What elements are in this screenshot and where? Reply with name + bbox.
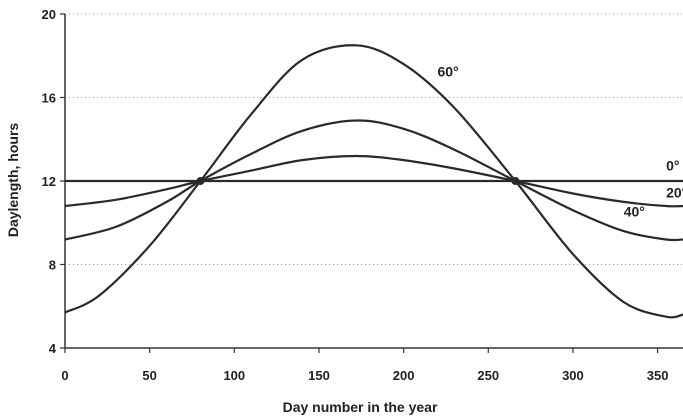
series-label-1: 0° <box>666 158 679 174</box>
series-label-0: 60° <box>437 64 458 80</box>
x-tick-label-150: 150 <box>308 368 330 383</box>
series-line-3 <box>64 44 683 319</box>
intersection-point-1 <box>511 177 520 185</box>
x-tick-label-0: 0 <box>61 368 68 383</box>
intersection-point-0 <box>196 177 205 185</box>
y-axis-title: Daylength, hours <box>5 123 21 238</box>
series-line-2 <box>64 119 683 242</box>
series-label-2: 20° <box>666 185 683 201</box>
labels-layer: 60° 0° 20° 40° <box>437 64 683 220</box>
series-line-1 <box>64 154 683 208</box>
grid-layer <box>65 13 683 265</box>
y-tick-label-16: 16 <box>42 91 56 106</box>
x-axis-title: Day number in the year <box>283 399 438 415</box>
x-tick-label-100: 100 <box>223 368 245 383</box>
x-tick-label-300: 300 <box>562 368 584 383</box>
series-layer <box>64 44 683 319</box>
x-tick-label-350: 350 <box>647 368 669 383</box>
y-tick-label-4: 4 <box>49 341 57 356</box>
y-tick-label-12: 12 <box>42 174 56 189</box>
x-tick-label-200: 200 <box>393 368 415 383</box>
intersection-markers <box>196 177 520 185</box>
series-label-3: 40° <box>624 203 645 219</box>
y-tick-label-20: 20 <box>42 7 56 22</box>
x-tick-label-50: 50 <box>142 368 156 383</box>
y-tick-label-8: 8 <box>49 258 56 273</box>
x-tick-label-250: 250 <box>477 368 499 383</box>
